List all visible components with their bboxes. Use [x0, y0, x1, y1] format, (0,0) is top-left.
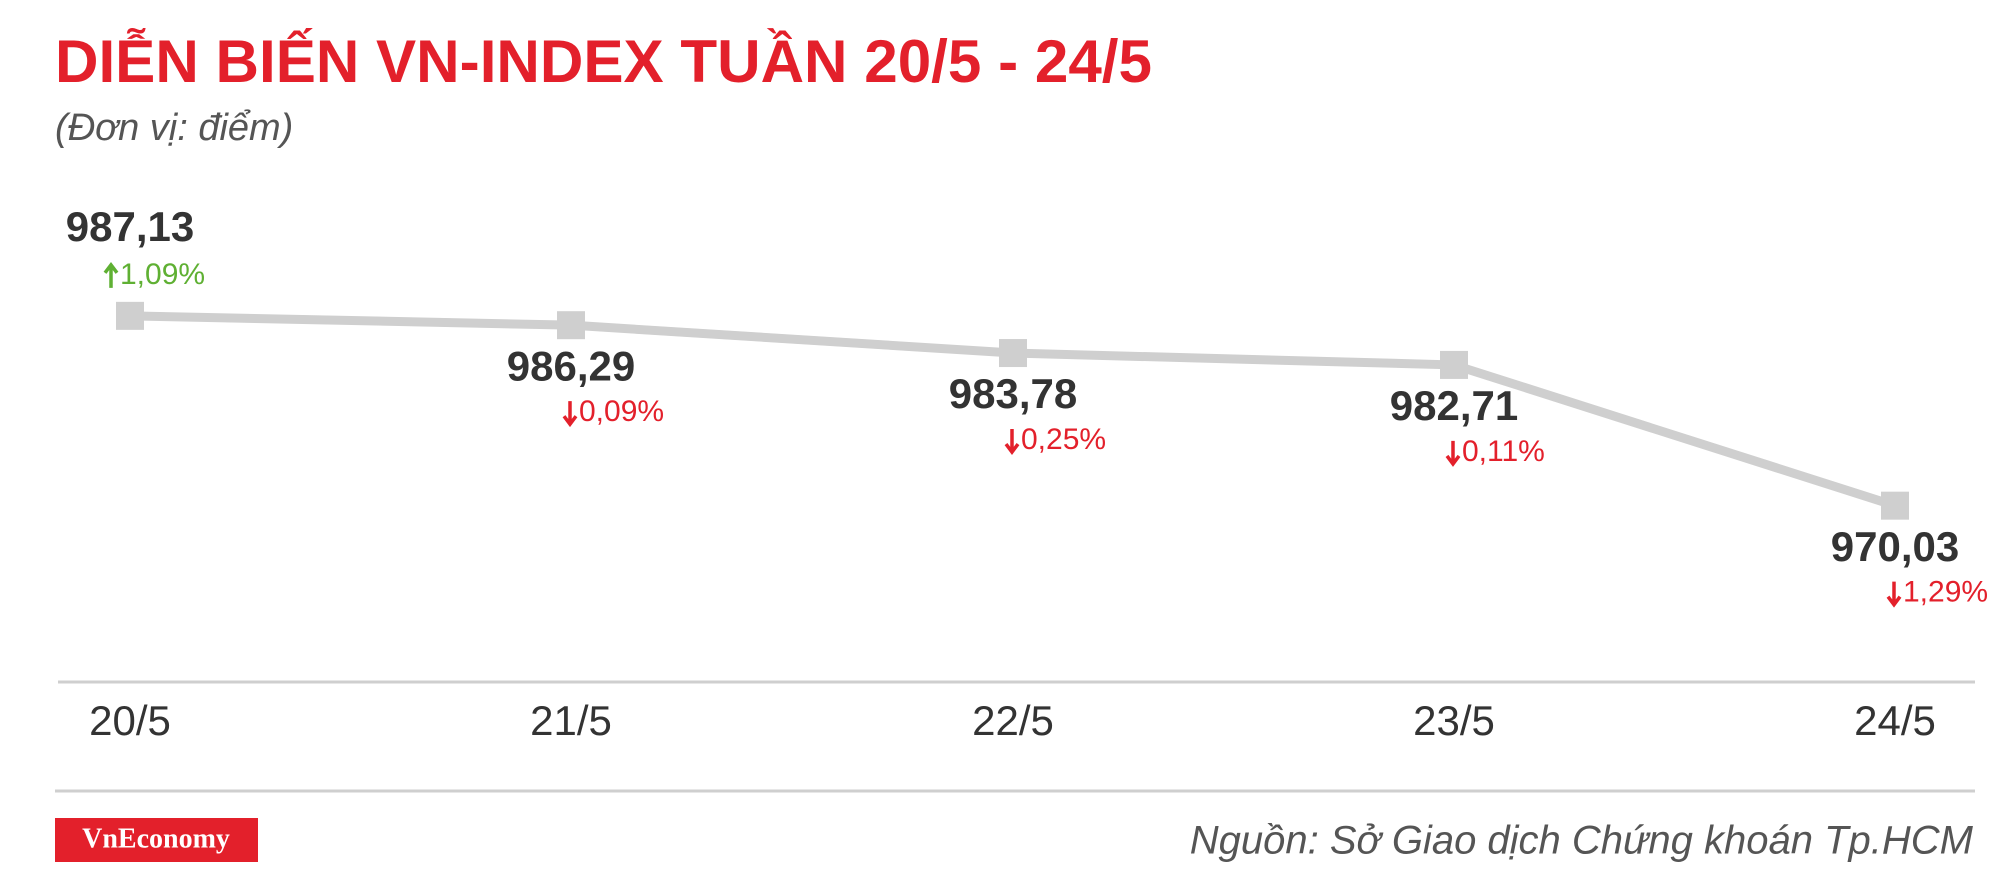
value-label: 970,03: [1831, 523, 1959, 570]
x-tick-label: 22/5: [972, 697, 1054, 744]
change-arrow: [1886, 581, 1902, 608]
change-arrow: [1004, 429, 1020, 455]
change-label: 0,09%: [579, 395, 664, 428]
change-label: 0,11%: [1462, 435, 1545, 468]
chart-title: DIỄN BIẾN VN-INDEX TUẦN 20/5 - 24/5: [55, 28, 1152, 95]
point: [116, 301, 144, 330]
x-tick-label: 20/5: [89, 697, 171, 744]
point: [1881, 491, 1909, 520]
change-label: 1,09%: [120, 258, 205, 291]
change-arrow: [103, 261, 119, 288]
logo-text: VnEconomy: [82, 823, 230, 854]
value-label: 983,78: [949, 370, 1077, 417]
logo-box: [55, 818, 258, 862]
change-label: 0,25%: [1021, 423, 1106, 456]
change-arrow: [562, 401, 578, 428]
point: [1440, 350, 1468, 379]
value-label: 982,71: [1390, 382, 1518, 429]
x-tick-label: 21/5: [530, 697, 612, 744]
value-label: 986,29: [507, 342, 635, 389]
point: [557, 311, 585, 340]
change-label: 1,29%: [1903, 576, 1988, 609]
change-arrow: [1445, 440, 1461, 467]
x-tick-label: 24/5: [1854, 697, 1936, 744]
value-label: 987,13: [66, 203, 194, 250]
point: [999, 339, 1027, 368]
chart-subtitle: (Đơn vị: điểm): [55, 107, 293, 149]
x-tick-label: 23/5: [1413, 697, 1495, 744]
source: Nguồn: Sở Giao dịch Chứng khoán Tp.HCM: [1190, 819, 1974, 863]
